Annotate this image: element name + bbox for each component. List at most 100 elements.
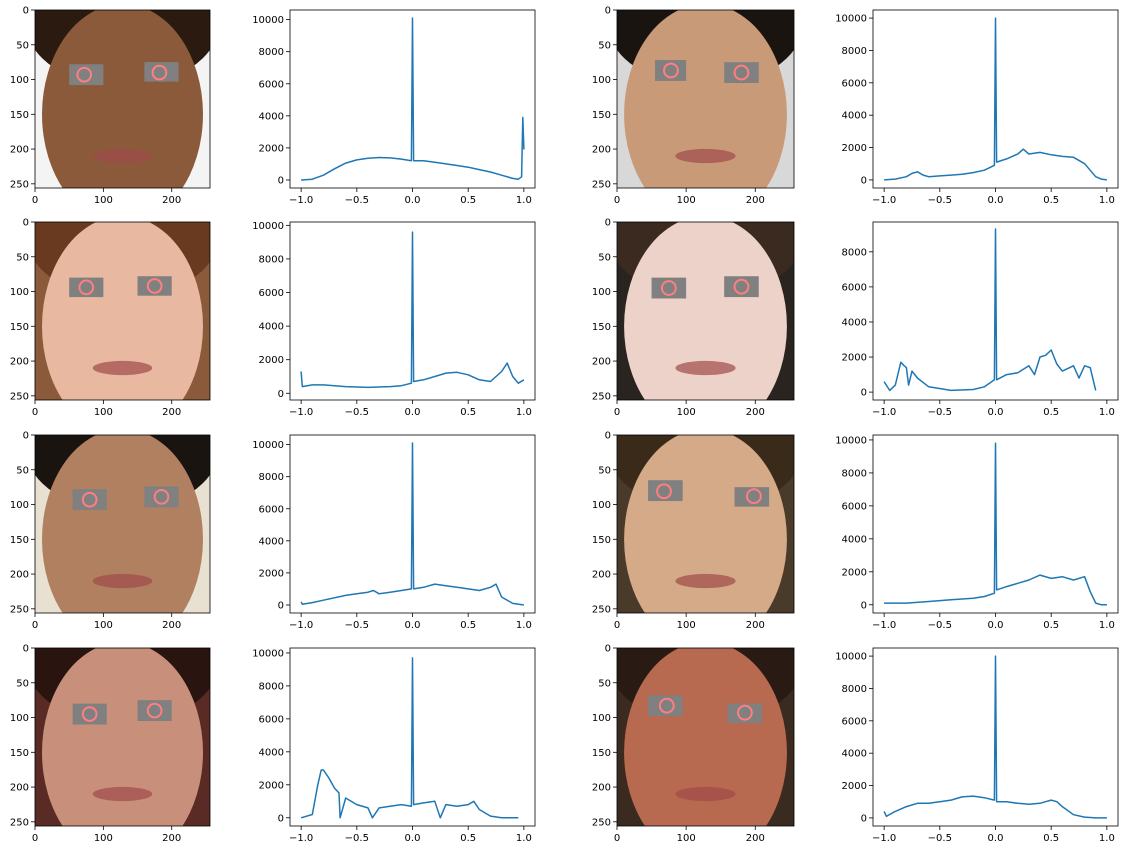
y-tick-label: 10000 (252, 440, 284, 451)
face-image (617, 222, 794, 400)
y-tick-label: 0 (23, 6, 29, 17)
y-tick-label: 10000 (835, 652, 867, 663)
y-tick-label: 0 (861, 175, 867, 186)
eye-patch (137, 276, 172, 296)
eye-circle (663, 62, 679, 79)
y-tick-label: 100 (592, 713, 611, 724)
x-tick-label: 1.0 (516, 620, 532, 631)
y-tick-label: 200 (10, 357, 29, 368)
x-tick-label: 0.0 (988, 407, 1004, 418)
x-tick-label: −1.0 (289, 407, 313, 418)
eye-patch (648, 695, 683, 717)
y-tick-label: 50 (598, 465, 611, 476)
x-tick-label: 0.0 (405, 407, 421, 418)
y-tick-label: 6000 (842, 716, 867, 727)
y-tick-label: 200 (10, 783, 29, 794)
eye-patch (69, 64, 104, 86)
axes-frame (616, 221, 795, 401)
y-tick-label: 150 (592, 748, 611, 759)
mouth (675, 360, 736, 376)
subplot-4: −1.0 −0.5 0.0 0.5 1.0 0 2000 4000 6000 8000 10000 (835, 9, 1119, 206)
y-tick-label: 10000 (835, 435, 867, 446)
x-tick-label: 100 (677, 195, 696, 206)
y-tick-label: 6000 (842, 78, 867, 89)
eye-patch (724, 276, 759, 298)
y-tick-label: 250 (592, 604, 611, 615)
face (42, 435, 203, 613)
y-tick-label: 2000 (259, 355, 284, 366)
x-tick-label: −1.0 (872, 407, 896, 418)
y-tick-label: 250 (592, 391, 611, 402)
x-tick-label: 1.0 (516, 195, 532, 206)
x-tick-label: −1.0 (289, 620, 313, 631)
y-tick-label: 100 (10, 713, 29, 724)
y-tick-label: 0 (278, 600, 284, 611)
y-tick-label: 4000 (259, 322, 284, 333)
face (624, 435, 787, 613)
y-tick-label: 8000 (259, 254, 284, 265)
face-image (617, 435, 794, 613)
x-tick-label: 0 (614, 195, 620, 206)
y-tick-label: 50 (16, 678, 29, 689)
y-tick-label: 200 (592, 570, 611, 581)
y-tick-label: 150 (10, 110, 29, 121)
x-tick-label: 0.0 (405, 833, 421, 844)
x-tick-label: 1.0 (1099, 620, 1115, 631)
y-tick-label: 4000 (842, 534, 867, 545)
eye-patch (72, 489, 107, 511)
histogram-line (300, 657, 519, 819)
x-tick-label: 0.0 (988, 620, 1004, 631)
eye-circle (76, 66, 93, 83)
y-tick-label: 250 (10, 179, 29, 190)
face-image (35, 648, 210, 826)
subplot-11: 0 100 200 0 50 100 150 200 250 (592, 431, 795, 631)
x-tick-label: 1.0 (1099, 195, 1115, 206)
y-tick-label: 100 (592, 500, 611, 511)
y-tick-label: 100 (10, 75, 29, 86)
histogram-line (883, 655, 1107, 819)
eye-circle (658, 697, 675, 714)
eye-circle (153, 489, 170, 505)
face (42, 648, 203, 826)
eye-patch (651, 277, 687, 299)
y-tick-label: 8000 (842, 247, 867, 258)
x-tick-label: 200 (746, 620, 765, 631)
subplot-13: 0 100 200 0 50 100 150 200 250 (10, 644, 211, 844)
x-tick-label: 0 (614, 833, 620, 844)
face (42, 10, 203, 188)
y-tick-label: 200 (592, 357, 611, 368)
y-tick-label: 200 (10, 570, 29, 581)
x-tick-label: 0.5 (460, 195, 476, 206)
y-tick-label: 200 (592, 783, 611, 794)
y-tick-label: 0 (278, 813, 284, 824)
x-tick-label: 200 (162, 833, 181, 844)
axes-frame (34, 647, 211, 827)
subplot-16: −1.0 −0.5 0.0 0.5 1.0 0 2000 4000 6000 8000 10000 (835, 647, 1119, 844)
x-tick-label: −0.5 (928, 620, 952, 631)
y-tick-label: 8000 (842, 468, 867, 479)
y-tick-label: 250 (10, 817, 29, 828)
x-tick-label: 0.5 (460, 833, 476, 844)
eye-circle (151, 64, 168, 81)
mouth (92, 148, 153, 164)
y-tick-label: 50 (16, 465, 29, 476)
eye-patch (144, 486, 179, 508)
y-tick-label: 50 (598, 678, 611, 689)
mouth (92, 786, 153, 802)
y-tick-label: 100 (592, 287, 611, 298)
y-tick-label: 8000 (259, 681, 284, 692)
subplot-2: −1.0 −0.5 0.0 0.5 1.0 0 2000 4000 6000 8000 10000 (252, 9, 536, 206)
y-tick-label: 50 (598, 40, 611, 51)
axes-frame (616, 434, 795, 614)
y-tick-label: 200 (592, 145, 611, 156)
eye-circle (81, 491, 98, 508)
x-tick-label: −1.0 (289, 195, 313, 206)
eye-circle (146, 702, 163, 719)
y-tick-label: 150 (10, 322, 29, 333)
y-tick-label: 0 (278, 389, 284, 400)
y-tick-label: 8000 (842, 46, 867, 57)
x-tick-label: 200 (162, 195, 181, 206)
y-tick-label: 150 (10, 535, 29, 546)
y-tick-label: 100 (10, 287, 29, 298)
